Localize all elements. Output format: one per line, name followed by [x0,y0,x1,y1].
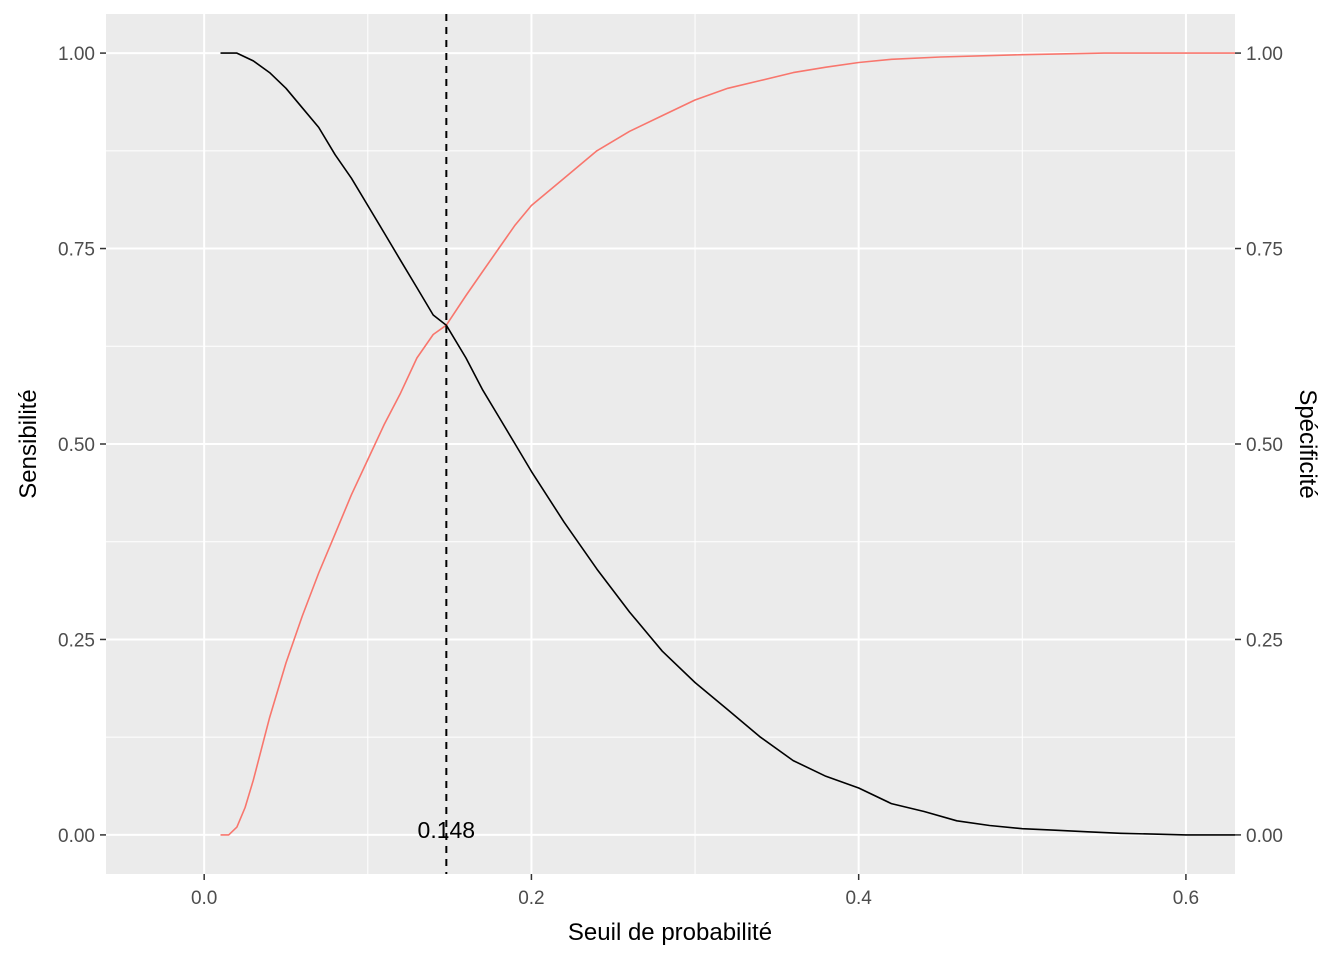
y-right-tick-label: 0.25 [1246,630,1283,651]
y-axis-left-title: Sensibilité [15,389,42,498]
x-tick-label: 0.0 [191,888,217,909]
y-right-tick-label: 0.75 [1246,240,1283,261]
y-left-tick-label: 0.50 [58,435,95,456]
y-axis-right-ticks: 0.00 0.25 0.50 0.75 1.00 [1235,44,1283,847]
x-tick-label: 0.4 [845,888,872,909]
y-left-tick-label: 0.75 [58,240,95,261]
y-left-tick-label: 0.25 [58,630,95,651]
y-left-tick-label: 1.00 [58,44,95,65]
y-right-tick-label: 1.00 [1246,44,1283,65]
y-right-tick-label: 0.00 [1246,826,1283,847]
x-tick-label: 0.6 [1173,888,1199,909]
sensibilite-line [220,52,1235,836]
y-left-tick-label: 0.00 [58,826,95,847]
y-right-tick-label: 0.50 [1246,435,1283,456]
y-axis-right-title: Spécificité [1294,389,1321,498]
x-axis-ticks: 0.0 0.2 0.4 0.6 [191,874,1199,909]
x-tick-label: 0.2 [518,888,544,909]
series-layer [220,52,1235,836]
specificite-line [220,52,1235,836]
threshold-label: 0.148 [418,817,476,843]
major-gridlines [106,14,1235,874]
y-axis-left-ticks: 0.00 0.25 0.50 0.75 1.00 [58,44,106,847]
x-axis-title: Seuil de probabilité [568,919,772,946]
